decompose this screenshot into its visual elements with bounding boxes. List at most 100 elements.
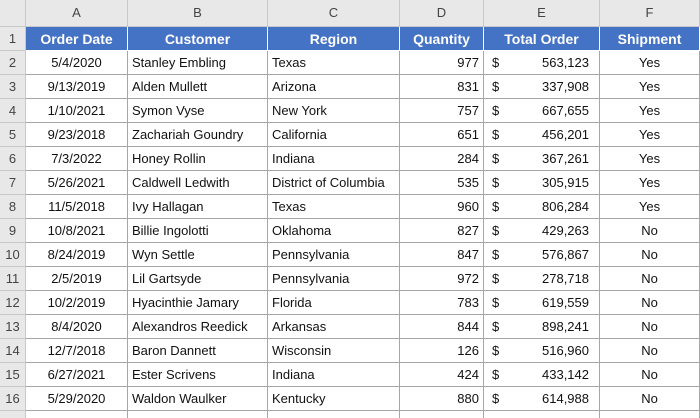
row-number: 3 (0, 75, 26, 99)
cell: Yes (600, 195, 700, 219)
cell: No (600, 219, 700, 243)
amount: 337,908 (542, 79, 589, 94)
column-letter: E (484, 0, 600, 27)
cell: No (600, 387, 700, 411)
cell (128, 411, 268, 418)
currency-symbol: $ (492, 79, 500, 94)
amount: 367,261 (542, 151, 589, 166)
currency-cell: $278,718 (484, 267, 600, 291)
header-cell: Customer (128, 27, 268, 51)
cell: Pennsylvania (268, 243, 400, 267)
cell: Ester Scrivens (128, 363, 268, 387)
cell: 827 (400, 219, 484, 243)
cell: 424 (400, 363, 484, 387)
currency-cell: $619,559 (484, 291, 600, 315)
currency-cell: $667,655 (484, 99, 600, 123)
cell: 8/4/2020 (26, 315, 128, 339)
cell (268, 411, 400, 418)
cell (600, 411, 700, 418)
cell: 2/5/2019 (26, 267, 128, 291)
amount: 576,867 (542, 247, 589, 262)
row-number: 9 (0, 219, 26, 243)
amount: 278,718 (542, 271, 589, 286)
currency-symbol: $ (492, 223, 500, 238)
cell: 8/24/2019 (26, 243, 128, 267)
currency-symbol: $ (492, 151, 500, 166)
cell: 972 (400, 267, 484, 291)
currency-cell: $305,915 (484, 171, 600, 195)
currency-symbol: $ (492, 367, 500, 382)
cell: 284 (400, 147, 484, 171)
cell: Alexandros Reedick (128, 315, 268, 339)
column-letter: F (600, 0, 700, 27)
row-number: 2 (0, 51, 26, 75)
cell: Alden Mullett (128, 75, 268, 99)
amount: 456,201 (542, 127, 589, 142)
row-number: 13 (0, 315, 26, 339)
cell: No (600, 339, 700, 363)
currency-cell: $898,241 (484, 315, 600, 339)
currency-cell: $337,908 (484, 75, 600, 99)
cell: No (600, 291, 700, 315)
cell: Texas (268, 195, 400, 219)
cell: Hyacinthie Jamary (128, 291, 268, 315)
currency-symbol: $ (492, 391, 500, 406)
cell (26, 411, 128, 418)
cell: Oklahoma (268, 219, 400, 243)
cell: 10/8/2021 (26, 219, 128, 243)
row-number: 11 (0, 267, 26, 291)
cell: 126 (400, 339, 484, 363)
header-cell: Shipment (600, 27, 700, 51)
amount: 305,915 (542, 175, 589, 190)
cell: 9/23/2018 (26, 123, 128, 147)
cell: 977 (400, 51, 484, 75)
cell: Stanley Embling (128, 51, 268, 75)
currency-symbol: $ (492, 343, 500, 358)
cell: Wyn Settle (128, 243, 268, 267)
currency-cell: $806,284 (484, 195, 600, 219)
cell: 844 (400, 315, 484, 339)
header-cell: Quantity (400, 27, 484, 51)
cell: Symon Vyse (128, 99, 268, 123)
cell: 7/3/2022 (26, 147, 128, 171)
cell: California (268, 123, 400, 147)
row-number: 7 (0, 171, 26, 195)
cell: Pennsylvania (268, 267, 400, 291)
cell: Honey Rollin (128, 147, 268, 171)
cell: No (600, 267, 700, 291)
currency-symbol: $ (492, 103, 500, 118)
currency-cell: $429,263 (484, 219, 600, 243)
currency-cell: $367,261 (484, 147, 600, 171)
cell: Yes (600, 51, 700, 75)
cell: Arkansas (268, 315, 400, 339)
currency-cell: $456,201 (484, 123, 600, 147)
currency-symbol: $ (492, 247, 500, 262)
row-number: 15 (0, 363, 26, 387)
row-number: 10 (0, 243, 26, 267)
cell: 12/7/2018 (26, 339, 128, 363)
cell: Billie Ingolotti (128, 219, 268, 243)
cell: Baron Dannett (128, 339, 268, 363)
cell: Texas (268, 51, 400, 75)
column-letter: A (26, 0, 128, 27)
row-number: 4 (0, 99, 26, 123)
currency-cell: $576,867 (484, 243, 600, 267)
cell: Zachariah Goundry (128, 123, 268, 147)
cell: Lil Gartsyde (128, 267, 268, 291)
currency-symbol: $ (492, 271, 500, 286)
cell: Indiana (268, 363, 400, 387)
currency-symbol: $ (492, 127, 500, 142)
header-cell: Order Date (26, 27, 128, 51)
amount: 667,655 (542, 103, 589, 118)
currency-symbol: $ (492, 199, 500, 214)
cell: 651 (400, 123, 484, 147)
cell (400, 411, 484, 418)
row-number: 1 (0, 27, 26, 51)
cell: 831 (400, 75, 484, 99)
cell: 5/26/2021 (26, 171, 128, 195)
cell: Yes (600, 75, 700, 99)
currency-cell: $433,142 (484, 363, 600, 387)
header-cell: Total Order (484, 27, 600, 51)
cell: 880 (400, 387, 484, 411)
